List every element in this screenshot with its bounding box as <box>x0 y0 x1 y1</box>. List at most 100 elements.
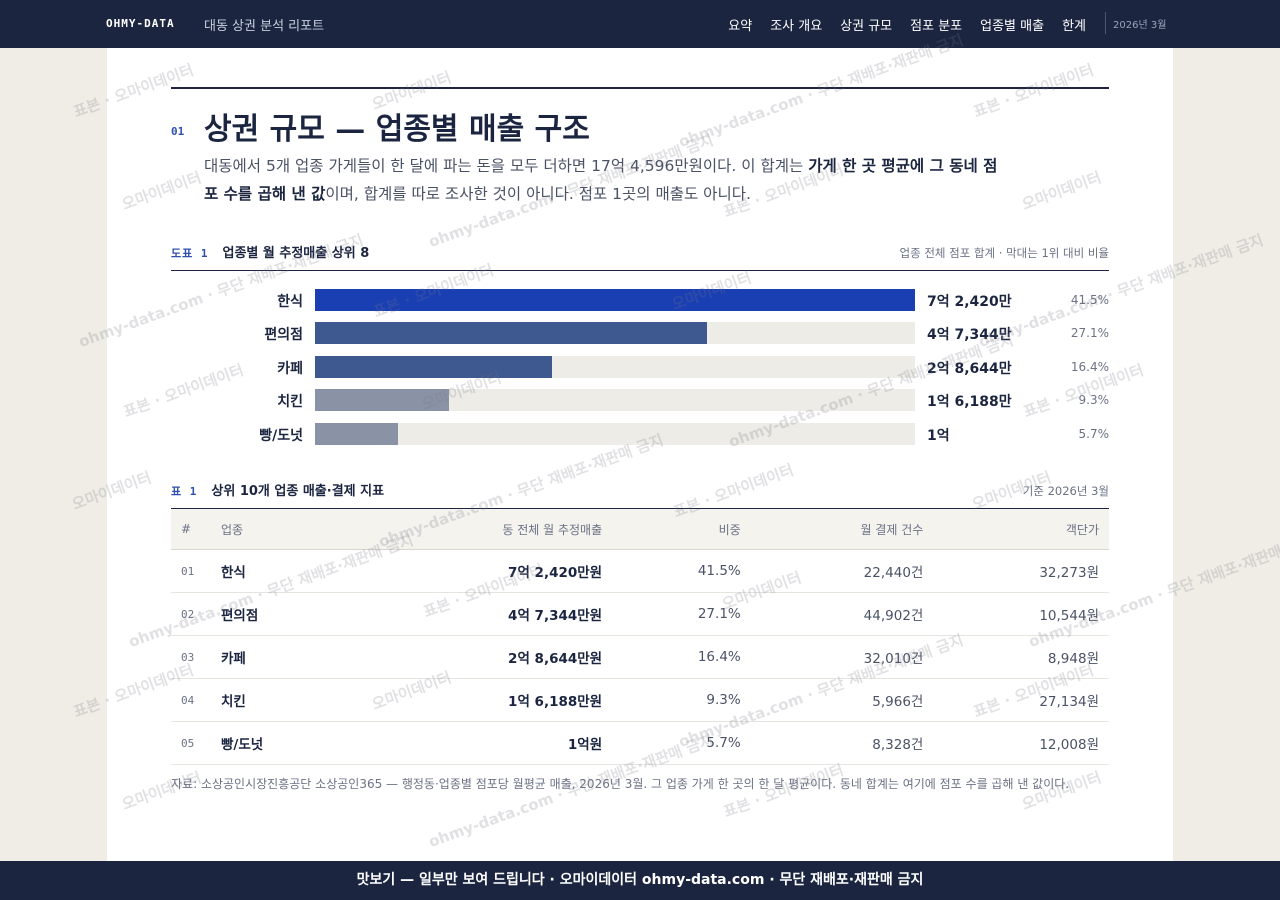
metrics-table: # 업종 동 전체 월 추정매출 비중 월 결제 건수 객단가 01 한식 7억 2,420만원… <box>171 508 1109 765</box>
bar-chart: 한식 7억 2,420만 41.5% 편의점 4억 7,344만 27.1% 카페 2억 8,… <box>107 48 1173 468</box>
table-cell: 16.4% <box>612 635 751 679</box>
share-label: 5.7% <box>1078 426 1110 441</box>
top-nav: OHMY-DATA 대동 상권 분석 리포트 요약 조사 개요 상권 규모 점포 분포… <box>0 0 1280 48</box>
table-cell: 4억 7,344만원 <box>348 592 613 636</box>
report-body: 01 상권 규모 — 업종별 매출 구조 대동에서 5개 업종 가게들이 한 달… <box>107 48 1173 861</box>
figure-label: 도표 1 <box>171 247 209 260</box>
bar-label: 편의점 <box>264 327 303 344</box>
table-cell: 27.1% <box>612 592 751 636</box>
report-name: 대동 상권 분석 리포트 <box>204 19 325 34</box>
figure-title: 업종별 월 추정매출 상위 8 <box>222 246 370 261</box>
bar <box>315 389 450 412</box>
table-cell: 05 <box>171 721 211 765</box>
table-cell: 빵/도넛 <box>211 721 349 765</box>
column-header: 객단가 <box>933 508 1109 550</box>
table-cell: 10,544원 <box>933 592 1109 636</box>
table-cell: 03 <box>171 635 211 679</box>
table-cell: 한식 <box>211 549 349 593</box>
table-cell: 04 <box>171 678 211 722</box>
bar-label: 치킨 <box>277 394 303 411</box>
table-cell: 44,902건 <box>750 592 934 636</box>
table-title: 상위 10개 업종 매출·결제 지표 <box>211 484 385 499</box>
share-label: 27.1% <box>1070 326 1109 341</box>
brand[interactable]: OHMY-DATA <box>106 17 175 30</box>
table-row: 01 한식 7억 2,420만원 41.5% 22,440건 32,273원 <box>171 549 1109 593</box>
table-caption: 표 1 상위 10개 업종 매출·결제 지표 기준 2026년 3월 <box>171 480 1109 499</box>
bar-label: 한식 <box>277 294 303 310</box>
share-label: 16.4% <box>1070 359 1109 374</box>
value-label: 1억 6,188만 <box>927 394 1012 411</box>
lead: 대동에서 5개 업종 가게들이 한 달에 파는 돈을 모두 더하면 17억 4,… <box>204 152 1004 208</box>
figure-caption: 도표 1 업종별 월 추정매출 상위 8 업종 전체 점포 합계 · 막대는 1… <box>171 242 1109 261</box>
report-date: 2026년 3월 <box>1105 12 1166 34</box>
table-cell: 32,273원 <box>933 549 1109 593</box>
table-cell: 2억 8,644만원 <box>348 635 613 679</box>
column-header: 비중 <box>612 508 751 550</box>
section-number: 01 <box>171 125 185 138</box>
menu-item[interactable]: 조사 개요 <box>770 19 823 34</box>
table-cell: 1억원 <box>348 721 613 765</box>
menu-item[interactable]: 한계 <box>1062 19 1086 34</box>
table-cell: 32,010건 <box>750 635 934 679</box>
lead-bold: 가게 한 곳 평균에 그 동네 점포 수를 곱해 낸 값 <box>204 157 998 203</box>
column-header: 업종 <box>211 508 349 550</box>
source-note: 자료: 소상공인시장진흥공단 소상공인365 — 행정동·업종별 점포당 월평균… <box>171 777 1070 791</box>
lead-text: 이며, 합계를 따로 조사한 것이 아니다. 점포 1곳의 매출도 아니다. <box>325 185 751 203</box>
share-label: 41.5% <box>1070 293 1109 307</box>
menu-item[interactable]: 점포 분포 <box>910 19 963 34</box>
bar-track <box>315 289 915 311</box>
table-cell: 02 <box>171 592 211 636</box>
section-rule <box>171 87 1109 89</box>
table-cell: 치킨 <box>211 678 349 722</box>
table-cell: 27,134원 <box>933 678 1109 722</box>
table-cell: 7억 2,420만원 <box>348 549 613 593</box>
figure-note: 업종 전체 점포 합계 · 막대는 1위 대비 비율 <box>899 246 1110 260</box>
bar-track <box>315 422 915 445</box>
menu-item[interactable]: 요약 <box>728 19 753 34</box>
table-cell: 1억 6,188만원 <box>348 678 613 722</box>
lead-text: 대동에서 5개 업종 가게들이 한 달에 파는 돈을 모두 더하면 17억 4,… <box>204 157 809 175</box>
bar-track <box>315 322 915 345</box>
menu-item[interactable]: 상권 규모 <box>840 19 893 34</box>
bar-track <box>315 355 915 378</box>
bar-label: 빵/도넛 <box>259 427 303 444</box>
section-title: 상권 규모 — 업종별 매출 구조 <box>204 112 590 147</box>
table-row: 03 카페 2억 8,644만원 16.4% 32,010건 8,948원 <box>171 635 1109 679</box>
table-cell: 5,966건 <box>750 678 934 722</box>
bar <box>315 322 708 345</box>
value-label: 7억 2,420만 <box>927 294 1012 310</box>
table-cell: 8,948원 <box>933 635 1109 679</box>
menu-item[interactable]: 업종별 매출 <box>980 19 1045 34</box>
share-label: 9.3% <box>1078 393 1110 408</box>
table-cell: 01 <box>171 549 211 593</box>
table-cell: 카페 <box>211 635 349 679</box>
table-cell: 편의점 <box>211 592 349 636</box>
table-row: 05 빵/도넛 1억원 5.7% 8,328건 12,008원 <box>171 721 1109 765</box>
bar <box>315 355 553 378</box>
bar <box>315 289 915 311</box>
bar <box>315 422 398 445</box>
value-label: 2억 8,644만 <box>927 360 1012 377</box>
table-cell: 9.3% <box>612 678 751 722</box>
column-header: 동 전체 월 추정매출 <box>348 508 613 550</box>
figure-rule <box>171 270 1109 271</box>
column-header: # <box>171 508 211 550</box>
column-header: 월 결제 건수 <box>750 508 934 550</box>
table-cell: 41.5% <box>612 549 751 593</box>
table-row: 04 치킨 1억 6,188만원 9.3% 5,966건 27,134원 <box>171 678 1109 722</box>
value-label: 4억 7,344만 <box>927 327 1012 344</box>
table-cell: 5.7% <box>612 721 751 765</box>
footer-banner: 맛보기 — 일부만 보여 드립니다 · 오마이데이터 ohmy-data.com… <box>0 861 1280 900</box>
bar-track <box>315 389 915 412</box>
bar-label: 카페 <box>277 360 303 377</box>
table-row: 02 편의점 4억 7,344만원 27.1% 44,902건 10,544원 <box>171 592 1109 636</box>
table-label: 표 1 <box>171 485 198 498</box>
table-cell: 22,440건 <box>750 549 934 593</box>
table-cell: 12,008원 <box>933 721 1109 765</box>
table-cell: 8,328건 <box>750 721 934 765</box>
menu: 요약 조사 개요 상권 규모 점포 분포 업종별 매출 한계 <box>728 15 1086 34</box>
value-label: 1억 <box>927 427 950 444</box>
table-note: 기준 2026년 3월 <box>1022 484 1109 498</box>
